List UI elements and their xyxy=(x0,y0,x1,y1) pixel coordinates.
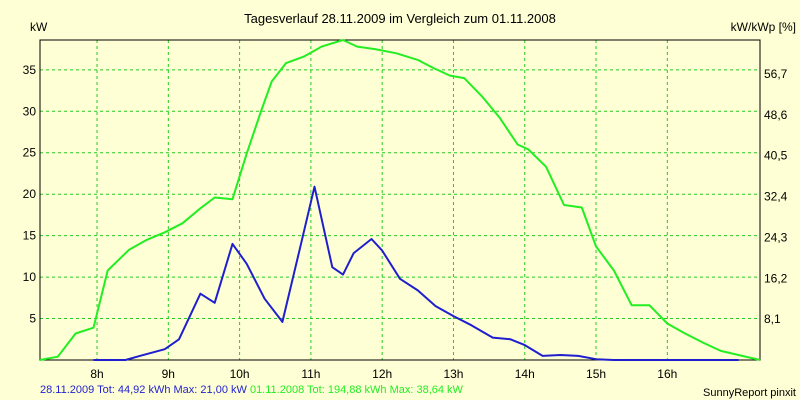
legend-entry: 28.11.2009 Tot: 44,92 kWh Max: 21,00 kW xyxy=(40,384,247,396)
x-tick-label: 9h xyxy=(162,367,175,381)
y-tick-label-right: 16,2 xyxy=(764,271,788,285)
legend-entry: 01.11.2008 Tot: 194,88 kWh Max: 38,64 kW xyxy=(247,384,464,396)
y-tick-label-left: 30 xyxy=(23,104,37,118)
y-tick-label-right: 48,6 xyxy=(764,108,788,122)
x-tick-label: 15h xyxy=(586,367,606,381)
x-tick-label: 10h xyxy=(230,367,250,381)
y-tick-label-left: 20 xyxy=(23,187,37,201)
y-tick-label-right: 32,4 xyxy=(764,190,788,204)
y-tick-label-left: 10 xyxy=(23,270,37,284)
x-tick-label: 13h xyxy=(443,367,463,381)
y-axis-unit-right: kW/kWp [%] xyxy=(731,20,796,34)
credit-text: SunnyReport pinxit xyxy=(703,387,796,399)
series-line-28-11-2009 xyxy=(93,185,739,361)
y-tick-label-left: 35 xyxy=(23,63,37,77)
plot-frame xyxy=(39,39,761,361)
chart-title: Tagesverlauf 28.11.2009 im Vergleich zum… xyxy=(244,11,556,26)
y-tick-label-left: 25 xyxy=(23,146,37,160)
y-tick-label-right: 8,1 xyxy=(764,312,781,326)
x-tick-label: 8h xyxy=(90,367,103,381)
y-tick-label-right: 24,3 xyxy=(764,230,788,244)
x-tick-label: 12h xyxy=(372,367,392,381)
y-axis-unit-left: kW xyxy=(30,20,48,34)
y-tick-label-left: 5 xyxy=(29,312,36,326)
x-tick-label: 16h xyxy=(657,367,677,381)
series-group xyxy=(39,39,761,361)
y-tick-label-left: 15 xyxy=(23,229,37,243)
tick-labels: 8h 9h 10h 11h 12h 13h 14h 15h 16h 5 10 15 20 25 30 35 8,… xyxy=(23,63,788,381)
y-tick-label-right: 56,7 xyxy=(764,67,788,81)
x-tick-label: 14h xyxy=(515,367,535,381)
series-line-01-11-2008 xyxy=(39,39,761,361)
x-tick-label: 11h xyxy=(301,367,320,381)
y-tick-label-right: 40,5 xyxy=(764,149,788,163)
legend-entry-2009: 28.11.2009 Tot: 44,92 kWh Max: 21,00 kW … xyxy=(40,384,464,396)
grid xyxy=(40,40,760,360)
